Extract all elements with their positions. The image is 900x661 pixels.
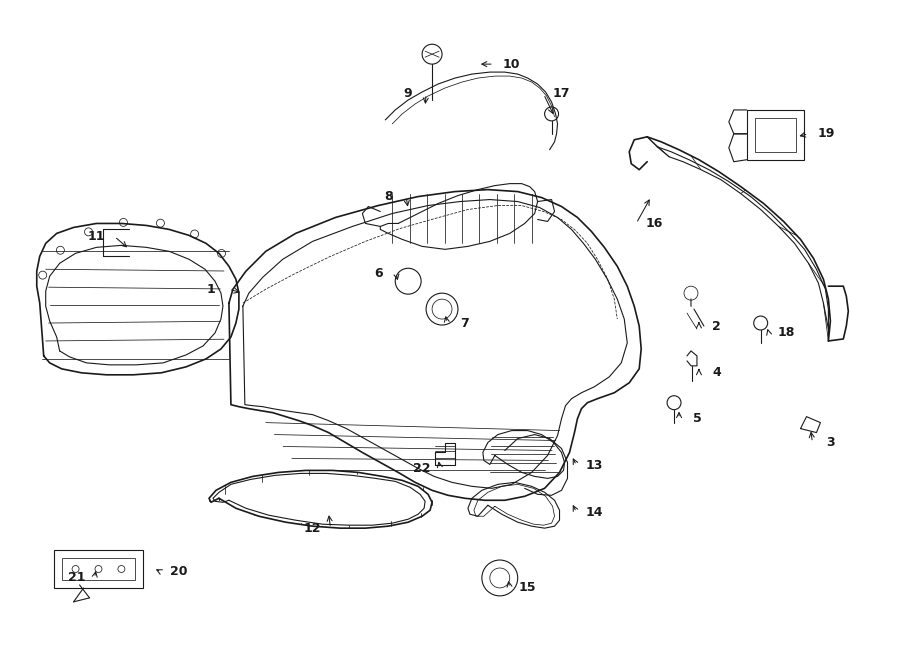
Text: 2: 2: [713, 319, 721, 332]
Text: 17: 17: [553, 87, 571, 100]
Text: 1: 1: [207, 283, 215, 295]
Text: 12: 12: [304, 522, 321, 535]
Text: 13: 13: [586, 459, 603, 472]
Text: 19: 19: [818, 128, 835, 140]
Text: 14: 14: [586, 506, 603, 519]
Text: 18: 18: [778, 327, 796, 340]
Text: 3: 3: [826, 436, 834, 449]
Text: 7: 7: [461, 317, 469, 330]
Text: 11: 11: [87, 230, 105, 243]
Text: 16: 16: [645, 217, 662, 230]
Text: 9: 9: [404, 87, 412, 100]
Text: 6: 6: [374, 267, 382, 280]
Text: 21: 21: [68, 572, 86, 584]
Text: 8: 8: [384, 190, 392, 203]
Text: 10: 10: [503, 58, 520, 71]
Text: 4: 4: [713, 366, 721, 379]
Text: 15: 15: [519, 582, 536, 594]
Text: 22: 22: [413, 462, 431, 475]
Text: 20: 20: [170, 565, 188, 578]
Text: 5: 5: [693, 412, 701, 425]
